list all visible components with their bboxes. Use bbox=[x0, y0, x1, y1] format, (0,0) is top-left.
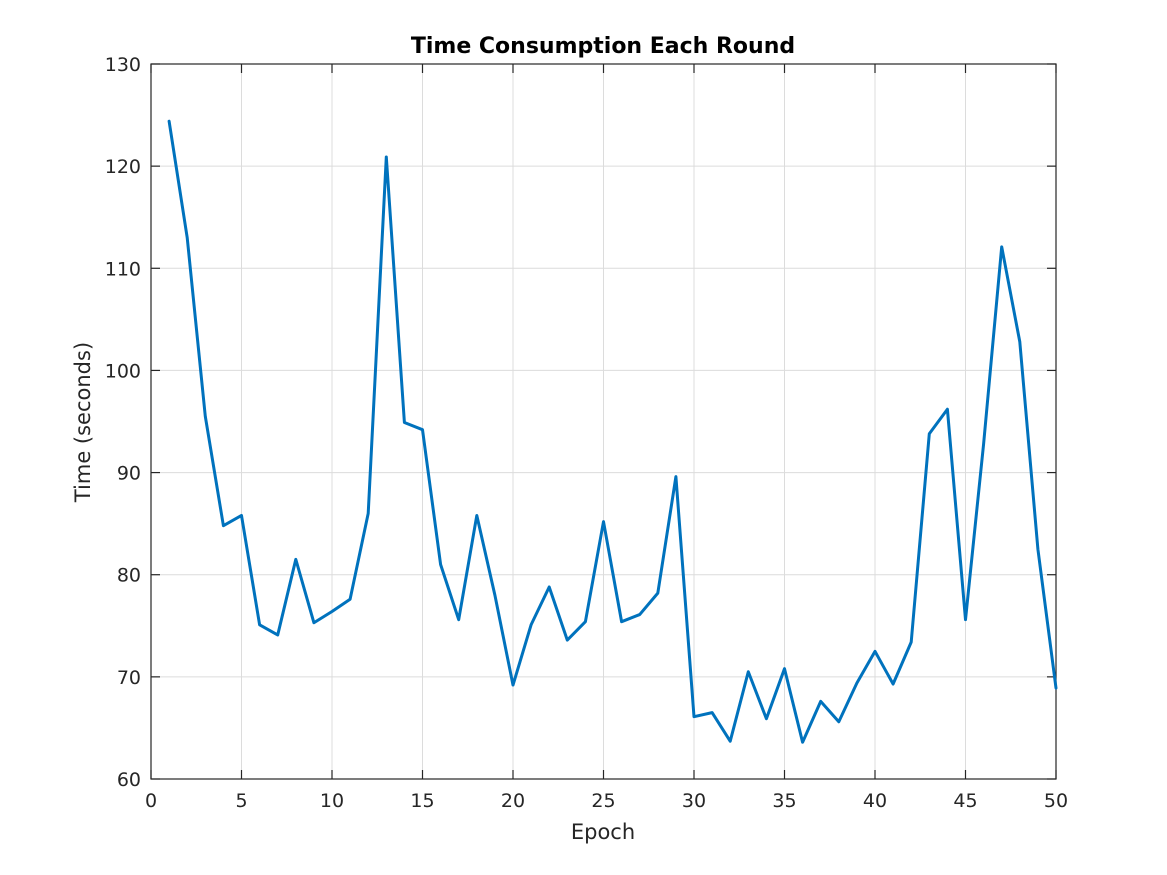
x-tick-labels: 0 5 10 15 20 25 30 35 40 45 50 bbox=[145, 790, 1068, 812]
x-tick-label: 45 bbox=[953, 790, 977, 812]
x-tick-label: 5 bbox=[235, 790, 247, 812]
y-tick-label: 120 bbox=[105, 156, 141, 178]
y-tick-label: 110 bbox=[105, 258, 141, 280]
x-axis-label: Epoch bbox=[571, 820, 635, 844]
x-tick-label: 10 bbox=[320, 790, 344, 812]
x-tick-label: 30 bbox=[682, 790, 706, 812]
y-tick-label: 80 bbox=[117, 565, 141, 587]
x-tick-label: 40 bbox=[863, 790, 887, 812]
y-tick-label: 130 bbox=[105, 54, 141, 76]
y-tick-label: 60 bbox=[117, 769, 141, 791]
x-tick-label: 20 bbox=[501, 790, 525, 812]
y-tick-label: 90 bbox=[117, 463, 141, 485]
y-tick-label: 100 bbox=[105, 360, 141, 382]
x-tick-label: 35 bbox=[772, 790, 796, 812]
series-line bbox=[167, 119, 1058, 744]
axis-ticks bbox=[150, 63, 1057, 780]
y-axis-label: Time (seconds) bbox=[71, 342, 95, 503]
x-tick-label: 25 bbox=[591, 790, 615, 812]
x-tick-label: 50 bbox=[1044, 790, 1068, 812]
x-tick-label: 0 bbox=[145, 790, 157, 812]
chart-title: Time Consumption Each Round bbox=[411, 34, 795, 59]
x-tick-label: 15 bbox=[410, 790, 434, 812]
y-tick-labels: 60 70 80 90 100 110 120 130 bbox=[105, 54, 141, 791]
y-tick-label: 70 bbox=[117, 667, 141, 689]
